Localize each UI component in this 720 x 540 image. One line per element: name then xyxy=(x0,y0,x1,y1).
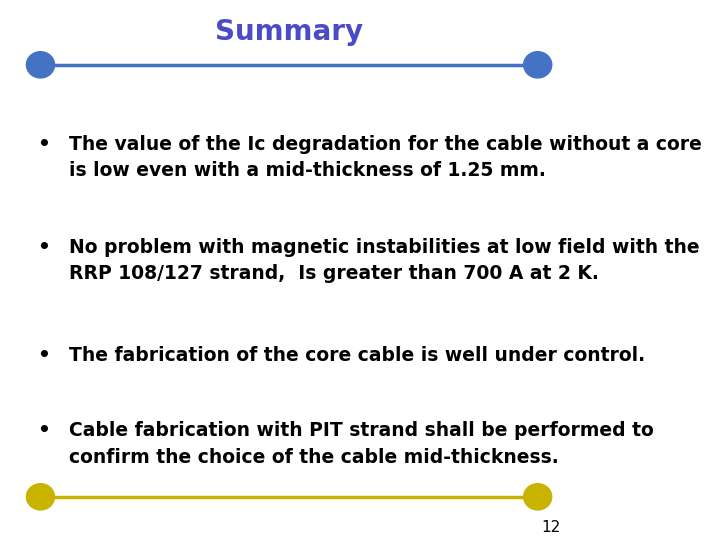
Text: •: • xyxy=(37,421,50,440)
Text: The fabrication of the core cable is well under control.: The fabrication of the core cable is wel… xyxy=(69,346,646,365)
Circle shape xyxy=(27,484,55,510)
Text: No problem with magnetic instabilities at low field with the
RRP 108/127 strand,: No problem with magnetic instabilities a… xyxy=(69,238,700,283)
Text: •: • xyxy=(37,346,50,365)
Circle shape xyxy=(523,52,552,78)
Text: Summary: Summary xyxy=(215,18,363,46)
Circle shape xyxy=(27,52,55,78)
Text: 12: 12 xyxy=(541,519,561,535)
Text: The value of the Ic degradation for the cable without a core
is low even with a : The value of the Ic degradation for the … xyxy=(69,135,702,180)
Text: Cable fabrication with PIT strand shall be performed to
confirm the choice of th: Cable fabrication with PIT strand shall … xyxy=(69,421,654,467)
Text: •: • xyxy=(37,238,50,256)
Text: •: • xyxy=(37,135,50,154)
Circle shape xyxy=(523,484,552,510)
